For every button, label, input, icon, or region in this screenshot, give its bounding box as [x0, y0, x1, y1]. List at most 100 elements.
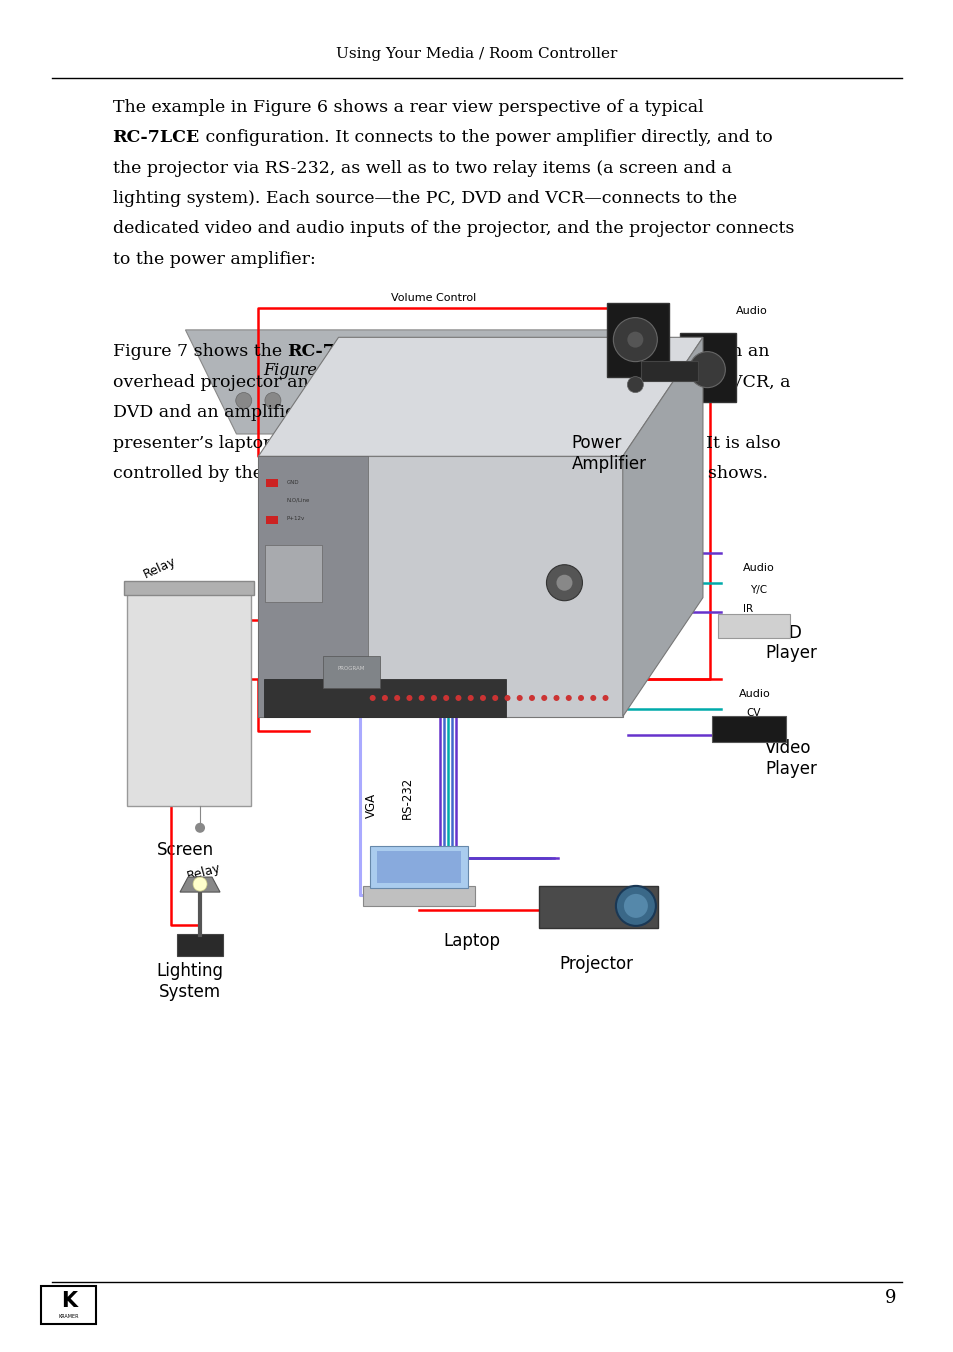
Text: Audio: Audio [739, 690, 770, 699]
Circle shape [556, 575, 572, 591]
Circle shape [394, 695, 399, 700]
Polygon shape [127, 589, 251, 806]
Polygon shape [258, 338, 702, 457]
Text: controlled by the: controlled by the [112, 465, 268, 483]
Circle shape [578, 695, 583, 700]
Text: P+12v: P+12v [286, 516, 304, 521]
Text: GND: GND [286, 480, 298, 485]
Text: Audio: Audio [742, 562, 774, 573]
FancyBboxPatch shape [679, 333, 736, 402]
Text: DVD and an amplifier inside, all controlled via the: DVD and an amplifier inside, all control… [112, 404, 559, 422]
Polygon shape [185, 330, 659, 434]
FancyBboxPatch shape [323, 656, 379, 688]
Text: presenter’s laptop is located on the podium, next to the: presenter’s laptop is located on the pod… [112, 435, 607, 452]
Text: RS-232: RS-232 [401, 777, 414, 819]
Text: VGA: VGA [364, 794, 377, 818]
FancyBboxPatch shape [376, 850, 460, 883]
Circle shape [265, 392, 280, 408]
Circle shape [381, 695, 388, 700]
Circle shape [528, 695, 535, 700]
Circle shape [194, 823, 205, 833]
Circle shape [492, 695, 497, 700]
Text: built into a podium in an auditorium with an: built into a podium in an auditorium wit… [374, 343, 769, 361]
Text: IR: IR [742, 604, 752, 614]
FancyBboxPatch shape [266, 516, 278, 523]
Circle shape [406, 695, 412, 700]
Circle shape [431, 695, 436, 700]
Text: lighting system). Each source—the PC, DVD and VCR—connects to the: lighting system). Each source—the PC, DV… [112, 189, 736, 207]
FancyBboxPatch shape [124, 581, 253, 595]
Circle shape [689, 352, 724, 388]
Text: RC-7LCE: RC-7LCE [607, 435, 694, 452]
Polygon shape [180, 877, 220, 892]
Text: The example in Figure 6 shows a rear view perspective of a typical: The example in Figure 6 shows a rear vie… [112, 99, 702, 116]
FancyBboxPatch shape [264, 679, 506, 717]
FancyBboxPatch shape [711, 717, 785, 742]
Circle shape [443, 695, 449, 700]
Text: CV: CV [746, 708, 760, 718]
Circle shape [565, 695, 571, 700]
Text: RC-7LCE: RC-7LCE [268, 465, 355, 483]
Polygon shape [258, 457, 367, 717]
FancyBboxPatch shape [538, 886, 658, 927]
Text: K: K [61, 1291, 76, 1311]
FancyBboxPatch shape [717, 614, 789, 638]
FancyBboxPatch shape [266, 479, 278, 487]
Circle shape [455, 695, 461, 700]
Text: Relay: Relay [185, 863, 222, 883]
Circle shape [613, 318, 657, 361]
Circle shape [504, 695, 510, 700]
FancyBboxPatch shape [370, 846, 467, 888]
Circle shape [467, 695, 474, 700]
Circle shape [627, 331, 642, 347]
Text: Screen: Screen [156, 841, 213, 859]
FancyBboxPatch shape [41, 1286, 96, 1324]
Circle shape [546, 565, 582, 600]
Text: RC-7LCE: RC-7LCE [112, 130, 199, 146]
Text: Power
Amplifier: Power Amplifier [571, 434, 646, 473]
Text: . It is also: . It is also [694, 435, 780, 452]
FancyBboxPatch shape [266, 589, 278, 598]
FancyBboxPatch shape [265, 545, 322, 602]
Circle shape [235, 392, 252, 408]
Text: . The: . The [646, 404, 690, 422]
FancyBboxPatch shape [607, 303, 669, 377]
Text: PROGRAM: PROGRAM [337, 665, 364, 671]
Circle shape [627, 377, 642, 392]
Text: KRAMER: KRAMER [58, 1314, 79, 1318]
Circle shape [369, 695, 375, 700]
Text: Projector: Projector [558, 955, 632, 972]
Circle shape [540, 695, 547, 700]
Text: to the power amplifier:: to the power amplifier: [112, 250, 315, 268]
Text: N.O/Line: N.O/Line [286, 498, 310, 503]
Text: configuration. It connects to the power amplifier directly, and to: configuration. It connects to the power … [199, 130, 772, 146]
FancyBboxPatch shape [640, 361, 698, 381]
FancyBboxPatch shape [177, 934, 223, 956]
Text: Laptop: Laptop [443, 933, 500, 950]
Circle shape [602, 695, 608, 700]
FancyBboxPatch shape [362, 886, 475, 906]
Polygon shape [258, 457, 622, 717]
Circle shape [616, 886, 656, 926]
Text: IR: IR [739, 723, 749, 733]
Circle shape [623, 894, 647, 918]
Circle shape [517, 695, 522, 700]
Text: Video
Player: Video Player [764, 738, 816, 777]
Text: 9: 9 [884, 1288, 896, 1307]
Polygon shape [622, 338, 702, 717]
FancyBboxPatch shape [266, 553, 278, 561]
Text: Lighting
System: Lighting System [156, 963, 223, 1000]
Circle shape [418, 695, 424, 700]
Text: Relay: Relay [142, 554, 178, 581]
Text: the projector via RS-232, as well as to two relay items (a screen and a: the projector via RS-232, as well as to … [112, 160, 731, 177]
Circle shape [193, 877, 207, 891]
Circle shape [479, 695, 485, 700]
Text: RC-7LCE: RC-7LCE [559, 404, 646, 422]
Text: RC-7LCE: RC-7LCE [287, 343, 374, 361]
Circle shape [590, 695, 596, 700]
Text: Y/C: Y/C [749, 585, 766, 595]
Text: Audio: Audio [735, 307, 767, 316]
Text: DVD
Player: DVD Player [764, 623, 816, 662]
Text: overhead projector and screen, speakers, lights, and a cabinet with a VCR, a: overhead projector and screen, speakers,… [112, 373, 789, 391]
Text: Volume Control: Volume Control [390, 293, 476, 303]
